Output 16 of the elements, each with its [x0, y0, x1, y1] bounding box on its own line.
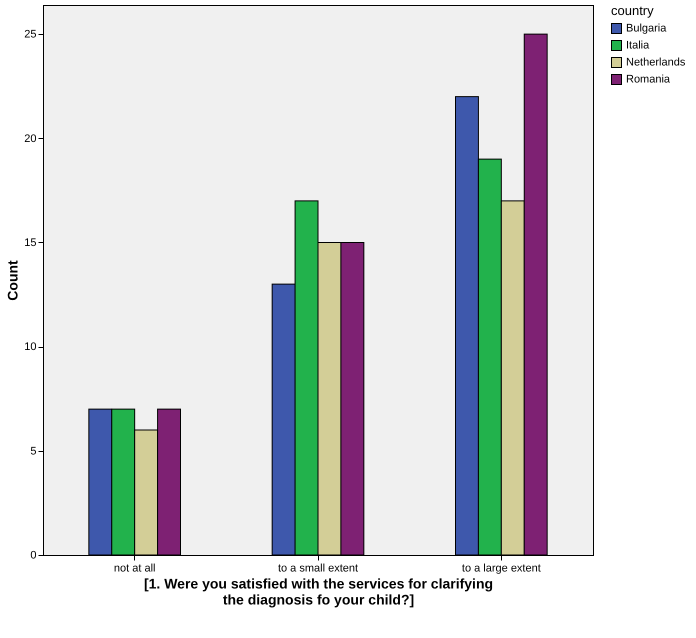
y-tick-label: 20	[24, 132, 36, 145]
y-axis-title: Count	[4, 260, 20, 301]
legend-title: country	[611, 3, 654, 18]
x-tick-label: not at all	[114, 562, 156, 574]
legend-label: Bulgaria	[626, 22, 668, 34]
x-tick-label: to a large extent	[462, 562, 541, 574]
legend-label: Netherlands	[626, 56, 686, 68]
x-tick-label: to a small extent	[278, 562, 358, 574]
y-tick-label: 15	[24, 237, 36, 249]
x-axis-title: [1. Were you satisfied with the services for clarifying the diagnosis fo your child?]	[144, 576, 494, 608]
legend-label: Italia	[626, 40, 650, 52]
y-tick-label: 25	[24, 28, 36, 41]
y-tick-label: 10	[24, 341, 36, 354]
y-tick-label: 0	[30, 550, 36, 562]
y-tick-label: 5	[30, 445, 36, 458]
legend-label: Romania	[626, 74, 671, 86]
